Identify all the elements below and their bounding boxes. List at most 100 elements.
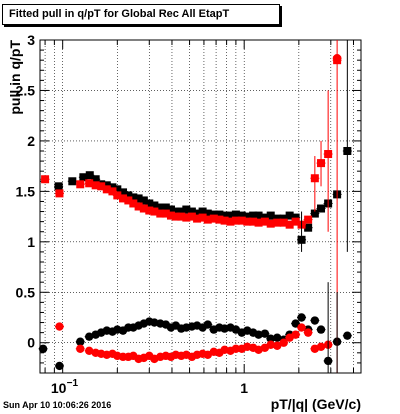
- timestamp-footer: Sun Apr 10 10:06:26 2016: [3, 400, 112, 410]
- data-point: [297, 313, 306, 322]
- data-point: [220, 211, 229, 220]
- data-point: [304, 215, 313, 224]
- data-point: [260, 329, 270, 338]
- data-point: [119, 194, 128, 203]
- data-point: [285, 220, 294, 229]
- data-point: [119, 188, 128, 197]
- data-point: [102, 185, 111, 194]
- data-point: [291, 213, 300, 222]
- data-point: [231, 344, 241, 353]
- data-point: [171, 207, 180, 216]
- chart-title-box: Fitted pull in q/pT for Global Rec All E…: [2, 4, 280, 25]
- data-point: [266, 340, 275, 349]
- data-point: [203, 209, 212, 218]
- data-point: [273, 218, 282, 227]
- data-point: [150, 207, 159, 216]
- data-point: [187, 212, 196, 221]
- data-point: [145, 199, 154, 208]
- data-point: [260, 213, 269, 222]
- data-point: [279, 338, 288, 347]
- data-point: [124, 196, 133, 205]
- data-point: [171, 212, 180, 221]
- chart-marks: [38, 40, 352, 373]
- y-tick-label: 3: [27, 32, 35, 48]
- data-point: [113, 185, 122, 194]
- data-point: [237, 211, 246, 220]
- x-axis-label: pT/|q| (GeV/c): [271, 396, 361, 412]
- data-point: [266, 334, 275, 343]
- data-point: [55, 361, 64, 371]
- data-point: [303, 328, 313, 337]
- data-point: [209, 210, 218, 219]
- data-point: [209, 214, 218, 223]
- data-point: [243, 217, 252, 226]
- data-point: [279, 214, 288, 223]
- y-tick-label: 2.5: [16, 82, 36, 98]
- data-point: [91, 181, 100, 190]
- data-point: [316, 325, 326, 334]
- data-point: [249, 211, 258, 220]
- data-point: [291, 217, 300, 226]
- y-tick-label: 1.5: [16, 183, 36, 199]
- plot-frame: [39, 39, 362, 374]
- data-point: [108, 187, 117, 196]
- data-point: [177, 207, 186, 216]
- data-point: [316, 342, 326, 351]
- data-point: [150, 201, 159, 210]
- data-point: [273, 341, 282, 350]
- data-point: [193, 209, 202, 218]
- data-point: [198, 213, 207, 222]
- data-point: [85, 179, 94, 188]
- data-point: [182, 205, 191, 214]
- y-tick-label: 0: [27, 335, 35, 351]
- data-point: [124, 191, 133, 200]
- data-point: [166, 211, 175, 220]
- chart-axes: [39, 39, 362, 374]
- y-axis-label: pull in q/pT: [7, 40, 23, 115]
- data-point: [134, 202, 143, 211]
- data-point: [220, 216, 229, 225]
- data-point: [91, 175, 100, 184]
- x-tick-label-exponent: −1: [67, 378, 79, 389]
- data-point: [38, 344, 48, 353]
- data-point: [102, 181, 111, 190]
- data-point: [76, 337, 85, 346]
- y-tick-label: 1: [27, 234, 35, 250]
- data-point: [231, 216, 240, 225]
- data-point: [203, 320, 212, 329]
- data-point: [55, 322, 64, 331]
- data-point: [226, 217, 235, 226]
- data-point: [291, 319, 300, 328]
- data-point: [108, 183, 117, 192]
- chart-title: Fitted pull in q/pT for Global Rec All E…: [9, 8, 230, 20]
- data-point: [254, 330, 263, 339]
- data-point: [177, 212, 186, 221]
- data-point: [215, 210, 224, 219]
- data-point: [343, 331, 352, 340]
- y-tick-label: 2: [27, 133, 35, 149]
- data-point: [260, 217, 269, 226]
- y-tick-label: 0.5: [16, 284, 36, 300]
- data-point: [266, 219, 275, 228]
- data-point: [226, 211, 235, 220]
- data-point: [41, 175, 50, 184]
- data-point: [166, 205, 175, 214]
- data-point: [161, 203, 170, 212]
- data-point: [139, 196, 148, 205]
- data-point: [285, 211, 294, 220]
- chart-labels: 0 0.5 1 1.5 2 2.5 3 10 −1 1 pT/|q| (GeV/c) pull in …: [7, 32, 361, 412]
- data-point: [129, 199, 138, 208]
- data-point: [279, 218, 288, 227]
- data-point: [85, 171, 94, 180]
- data-point: [113, 191, 122, 200]
- data-point: [187, 207, 196, 216]
- data-point: [161, 209, 170, 218]
- data-point: [291, 330, 300, 339]
- data-point: [317, 204, 326, 213]
- data-point: [215, 215, 224, 224]
- data-point: [134, 194, 143, 203]
- data-point: [231, 210, 240, 219]
- x-tick-label: 1: [240, 380, 248, 396]
- data-point: [249, 217, 258, 226]
